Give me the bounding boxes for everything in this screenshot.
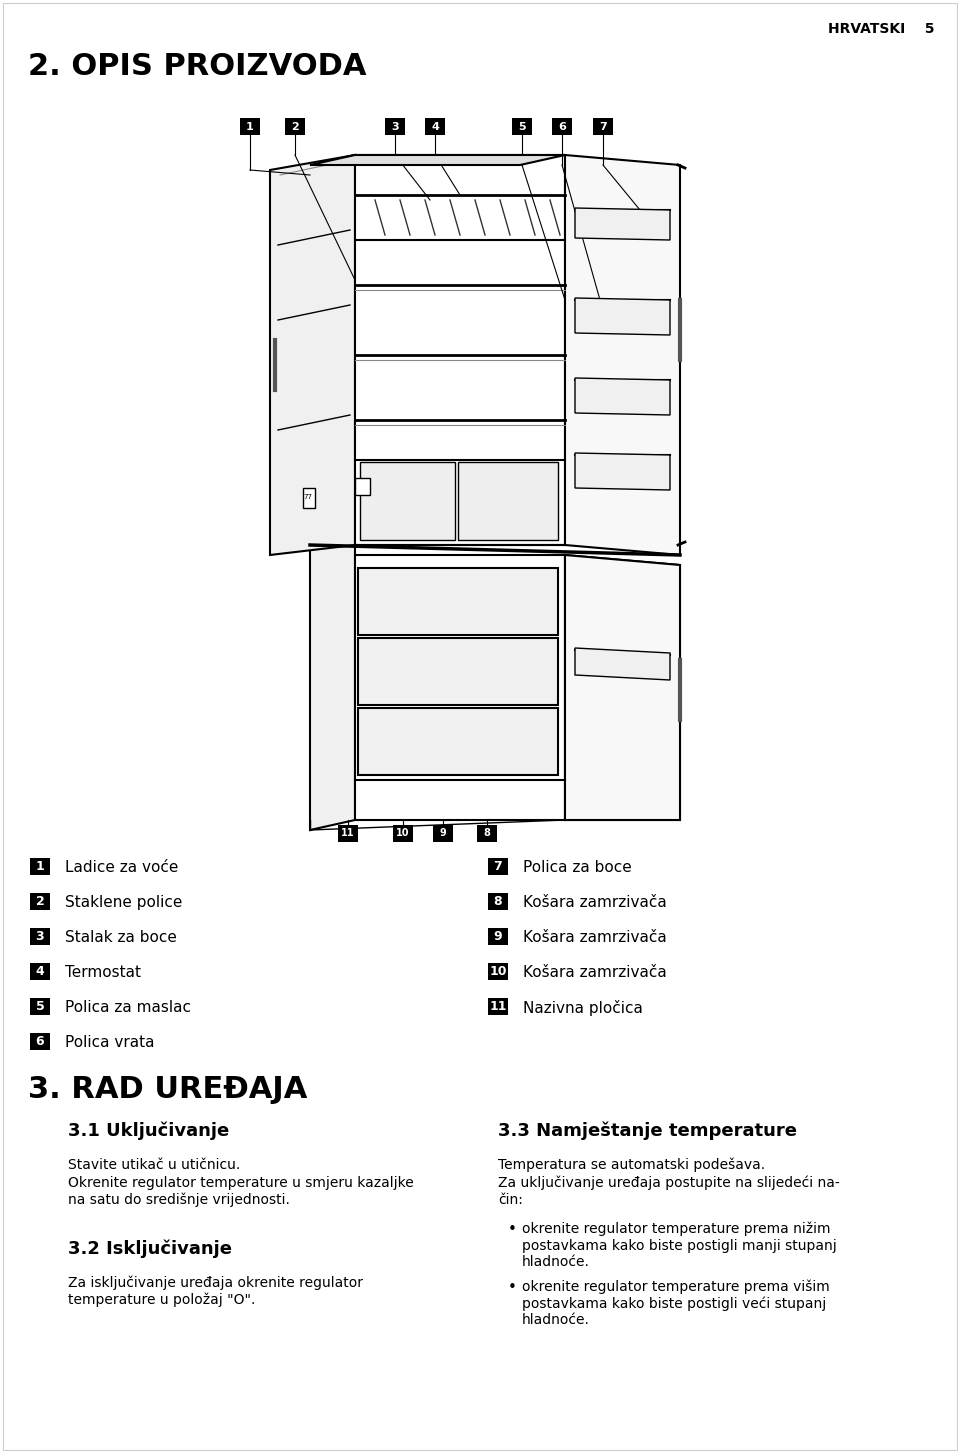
Text: Termostat: Termostat	[65, 965, 141, 979]
Polygon shape	[575, 208, 670, 240]
Text: 8: 8	[484, 828, 491, 838]
FancyBboxPatch shape	[393, 825, 413, 841]
Text: okrenite regulator temperature prema nižim
postavkama kako biste postigli manji : okrenite regulator temperature prema niž…	[522, 1222, 837, 1268]
Text: Polica vrata: Polica vrata	[65, 1035, 155, 1051]
Polygon shape	[355, 155, 565, 545]
Text: 4: 4	[36, 965, 44, 978]
Text: Nazivna pločica: Nazivna pločica	[523, 1000, 643, 1016]
Polygon shape	[355, 478, 370, 495]
Text: Za uključivanje uređaja postupite na slijedeći na-
čin:: Za uključivanje uređaja postupite na sli…	[498, 1175, 840, 1206]
FancyBboxPatch shape	[488, 859, 508, 875]
Text: 8: 8	[493, 895, 502, 908]
FancyBboxPatch shape	[488, 963, 508, 979]
Text: Okrenite regulator temperature u smjeru kazaljke
na satu do središnje vrijednost: Okrenite regulator temperature u smjeru …	[68, 1175, 414, 1207]
Text: 11: 11	[341, 828, 355, 838]
Text: 7: 7	[493, 860, 502, 873]
Text: 3: 3	[36, 930, 44, 943]
Polygon shape	[358, 638, 558, 705]
Text: 5: 5	[36, 1000, 44, 1013]
Text: 6: 6	[558, 122, 566, 132]
Text: okrenite regulator temperature prema višim
postavkama kako biste postigli veći s: okrenite regulator temperature prema viš…	[522, 1280, 829, 1328]
FancyBboxPatch shape	[30, 998, 50, 1016]
Polygon shape	[358, 568, 558, 635]
FancyBboxPatch shape	[477, 825, 497, 841]
Text: •: •	[508, 1222, 516, 1237]
Text: Ladice za voće: Ladice za voće	[65, 860, 179, 875]
Text: 7: 7	[599, 122, 607, 132]
Text: 3.2 Isključivanje: 3.2 Isključivanje	[68, 1239, 232, 1258]
Text: 6: 6	[36, 1035, 44, 1048]
Text: Temperatura se automatski podešava.: Temperatura se automatski podešava.	[498, 1158, 765, 1173]
FancyBboxPatch shape	[338, 825, 358, 841]
FancyBboxPatch shape	[425, 118, 445, 135]
Polygon shape	[575, 298, 670, 336]
Polygon shape	[358, 708, 558, 774]
Text: 3. RAD UREĐAJA: 3. RAD UREĐAJA	[28, 1075, 307, 1104]
Polygon shape	[360, 462, 455, 541]
Text: Košara zamrzivača: Košara zamrzivača	[523, 895, 667, 910]
Text: 10: 10	[396, 828, 410, 838]
FancyBboxPatch shape	[433, 825, 453, 841]
Text: 3.1 Uključivanje: 3.1 Uključivanje	[68, 1122, 229, 1141]
FancyBboxPatch shape	[488, 894, 508, 910]
Polygon shape	[575, 648, 670, 680]
FancyBboxPatch shape	[30, 894, 50, 910]
Polygon shape	[310, 155, 565, 166]
Text: HRVATSKI    5: HRVATSKI 5	[828, 22, 935, 36]
Text: Košara zamrzivača: Košara zamrzivača	[523, 930, 667, 944]
Text: 2: 2	[291, 122, 299, 132]
Polygon shape	[565, 555, 680, 819]
Text: •: •	[508, 1280, 516, 1295]
Text: 3: 3	[391, 122, 398, 132]
Text: Košara zamrzivača: Košara zamrzivača	[523, 965, 667, 979]
FancyBboxPatch shape	[488, 998, 508, 1016]
Text: Stavite utikač u utičnicu.: Stavite utikač u utičnicu.	[68, 1158, 240, 1173]
Text: Polica za maslac: Polica za maslac	[65, 1000, 191, 1016]
FancyBboxPatch shape	[385, 118, 405, 135]
Polygon shape	[355, 555, 565, 819]
FancyBboxPatch shape	[512, 118, 532, 135]
Polygon shape	[575, 453, 670, 490]
Text: Za isključivanje uređaja okrenite regulator
temperature u položaj "O".: Za isključivanje uređaja okrenite regula…	[68, 1276, 363, 1308]
Text: Stalak za boce: Stalak za boce	[65, 930, 177, 944]
FancyBboxPatch shape	[488, 928, 508, 944]
Text: 77: 77	[303, 494, 313, 500]
Text: 1: 1	[246, 122, 253, 132]
FancyBboxPatch shape	[30, 963, 50, 979]
Text: 11: 11	[490, 1000, 507, 1013]
FancyBboxPatch shape	[285, 118, 305, 135]
Text: 9: 9	[493, 930, 502, 943]
Polygon shape	[458, 462, 558, 541]
Text: 5: 5	[518, 122, 526, 132]
FancyBboxPatch shape	[240, 118, 260, 135]
FancyBboxPatch shape	[30, 1033, 50, 1051]
Text: 10: 10	[490, 965, 507, 978]
FancyBboxPatch shape	[593, 118, 613, 135]
Polygon shape	[310, 155, 355, 830]
Polygon shape	[303, 488, 315, 509]
Text: 3.3 Namještanje temperature: 3.3 Namještanje temperature	[498, 1122, 797, 1141]
Text: 9: 9	[440, 828, 446, 838]
Text: Staklene police: Staklene police	[65, 895, 182, 910]
FancyBboxPatch shape	[30, 859, 50, 875]
Polygon shape	[575, 378, 670, 416]
FancyBboxPatch shape	[30, 928, 50, 944]
FancyBboxPatch shape	[552, 118, 572, 135]
Text: 2. OPIS PROIZVODA: 2. OPIS PROIZVODA	[28, 52, 367, 81]
Polygon shape	[565, 155, 680, 555]
Text: Polica za boce: Polica za boce	[523, 860, 632, 875]
Text: 2: 2	[36, 895, 44, 908]
Text: 1: 1	[36, 860, 44, 873]
Polygon shape	[270, 155, 355, 555]
Polygon shape	[565, 555, 680, 819]
Text: 4: 4	[431, 122, 439, 132]
